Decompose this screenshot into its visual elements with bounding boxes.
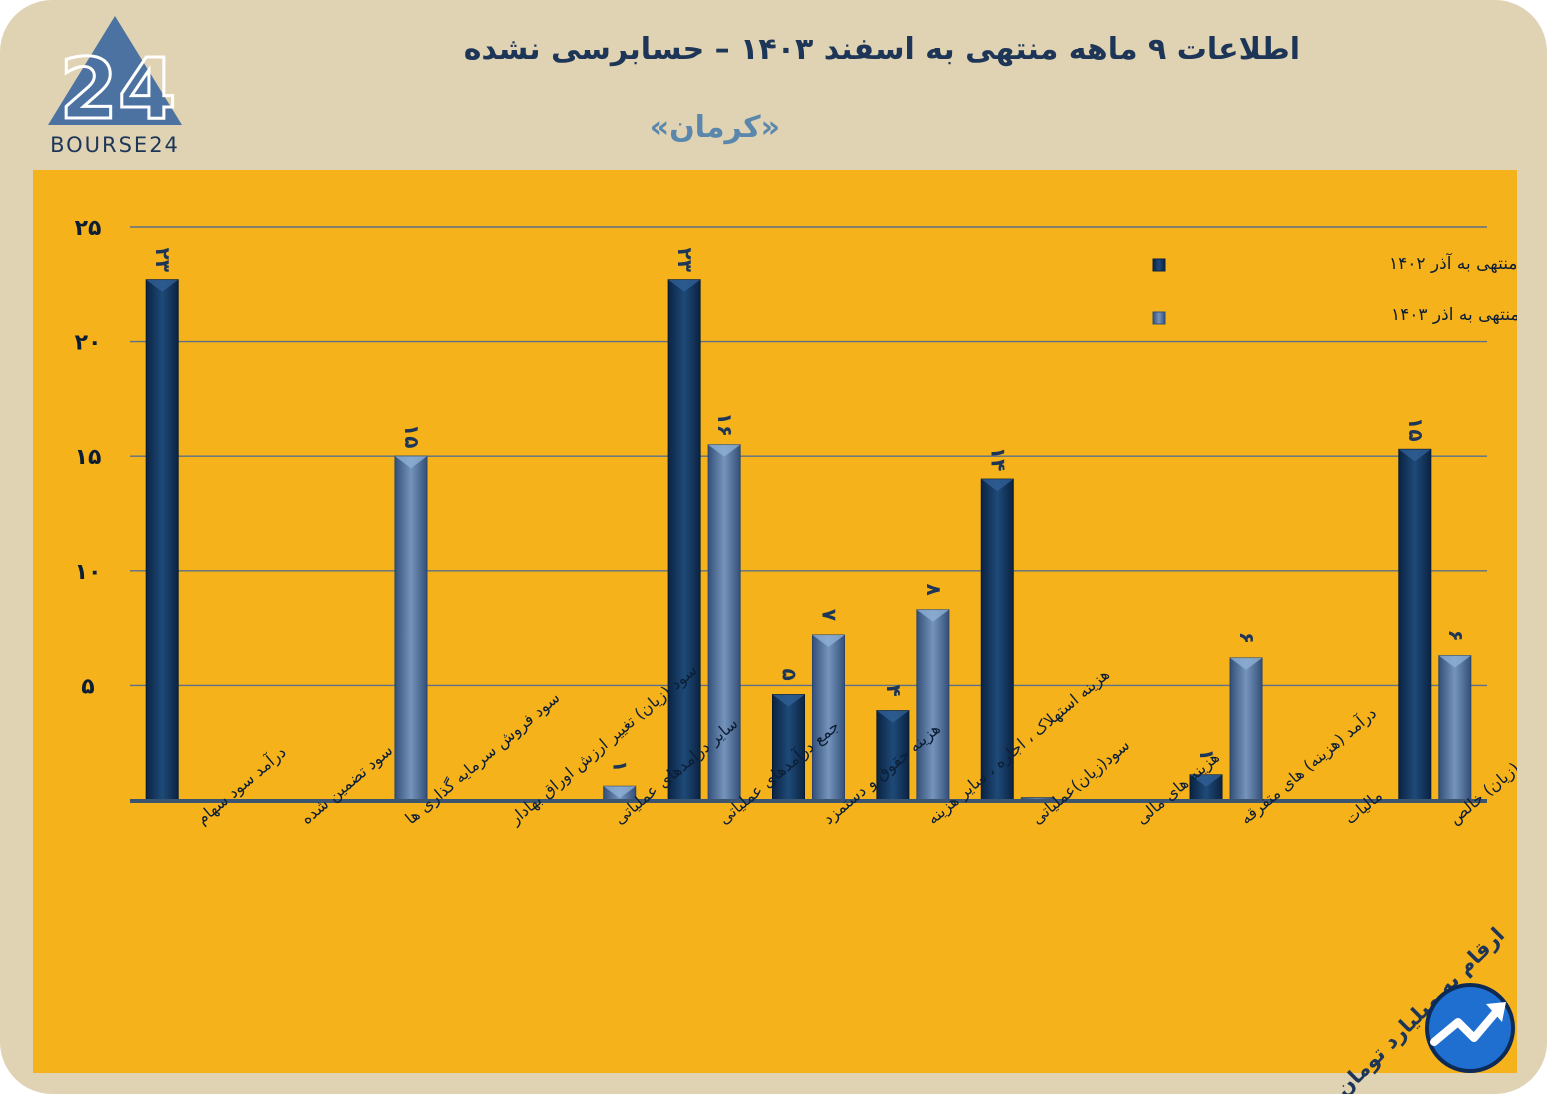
bar-1403 [707,444,741,801]
bar-bevel [668,279,701,292]
data-label: ۴ [882,685,906,697]
data-label: ۵ [778,668,802,680]
trend-arrow-icon [1425,983,1515,1073]
bar-1403 [1438,655,1472,801]
y-tick-label: ۱۰ [75,560,102,585]
data-label: ۱۶ [713,413,737,437]
data-label: ۸ [922,584,946,596]
bar-1403 [916,609,950,801]
bar-bevel [1230,657,1263,670]
legend-swatch-1402 [1152,258,1166,272]
bar-bevel [603,786,636,799]
bar-bevel [1398,449,1431,462]
logo-text: BOURSE24 [50,133,180,157]
bar-bevel [708,444,741,457]
y-tick-label: ۵ [81,674,94,699]
chart-title: اطلاعات ۹ ماهه منتهی به اسفند ۱۴۰۳ – حسا… [463,32,1300,67]
data-label: ۱۵ [400,424,424,448]
x-category-label: هزینه استهلاک ، اجاره ، سایر هزینه [923,664,1114,828]
bar-bevel [812,634,845,647]
legend-swatch-1403 [1152,311,1166,325]
bar-bevel [981,479,1014,492]
bar-1403 [812,634,845,801]
legend-label-1402: عملکرد منتهی به آذر ۱۴۰۲ [1389,252,1517,274]
data-label: ۱ [609,760,633,772]
chart-subtitle: «کرمان» [649,110,780,145]
bar-bevel [876,710,909,723]
logo-digits: 24 [60,40,177,138]
data-label: ۶ [1444,629,1468,641]
bar-bevel [772,694,805,707]
bar-1402 [1398,448,1432,801]
y-tick-label: ۱۵ [75,445,102,470]
triangle-logo-icon: 24 BOURSE24 [48,16,182,157]
x-category-label: سود تضمین شده [297,740,397,828]
bar-1402 [980,478,1014,801]
bar-1403 [394,455,428,801]
data-label: ۱۵ [1404,417,1428,441]
chart-panel: ۵ ۱۰ ۱۵ ۲۰ ۲۵ ۲۳ ۱۵ ۱ ۲۳ ۱۶ ۵ ۷ ۴ ۸ ۱۴ ۱ ۶ ۱۵ ۶ درآمد سود… [33,170,1517,1073]
bar-1402 [667,279,701,801]
data-label: ۷ [818,609,842,621]
bar-1402 [772,694,805,801]
bar-1402 [876,710,910,801]
bar-1402 [145,279,179,801]
x-category-label: مالیات [1341,786,1386,828]
y-tick-label: ۲۰ [75,331,102,356]
bar-bevel [916,609,949,622]
data-label: ۲۳ [151,248,175,272]
data-label: ۶ [1235,632,1259,644]
x-category-label: درآمد سود سهام [193,742,291,829]
legend-label-1403: عملکرد منتهی به اذر ۱۴۰۳ [1391,305,1517,325]
data-label: ۲۳ [673,248,697,272]
data-label: ۱ [1195,749,1219,761]
bar-bevel [394,456,427,469]
x-category-label: سود(زیان)عملیاتی [1028,735,1134,829]
bar-bevel [1190,774,1223,787]
bar-bevel [1438,655,1471,668]
bar-bevel [146,279,179,292]
y-tick-label: ۲۵ [75,216,102,241]
data-label: ۱۴ [986,447,1010,471]
bar-1403 [1229,657,1263,801]
